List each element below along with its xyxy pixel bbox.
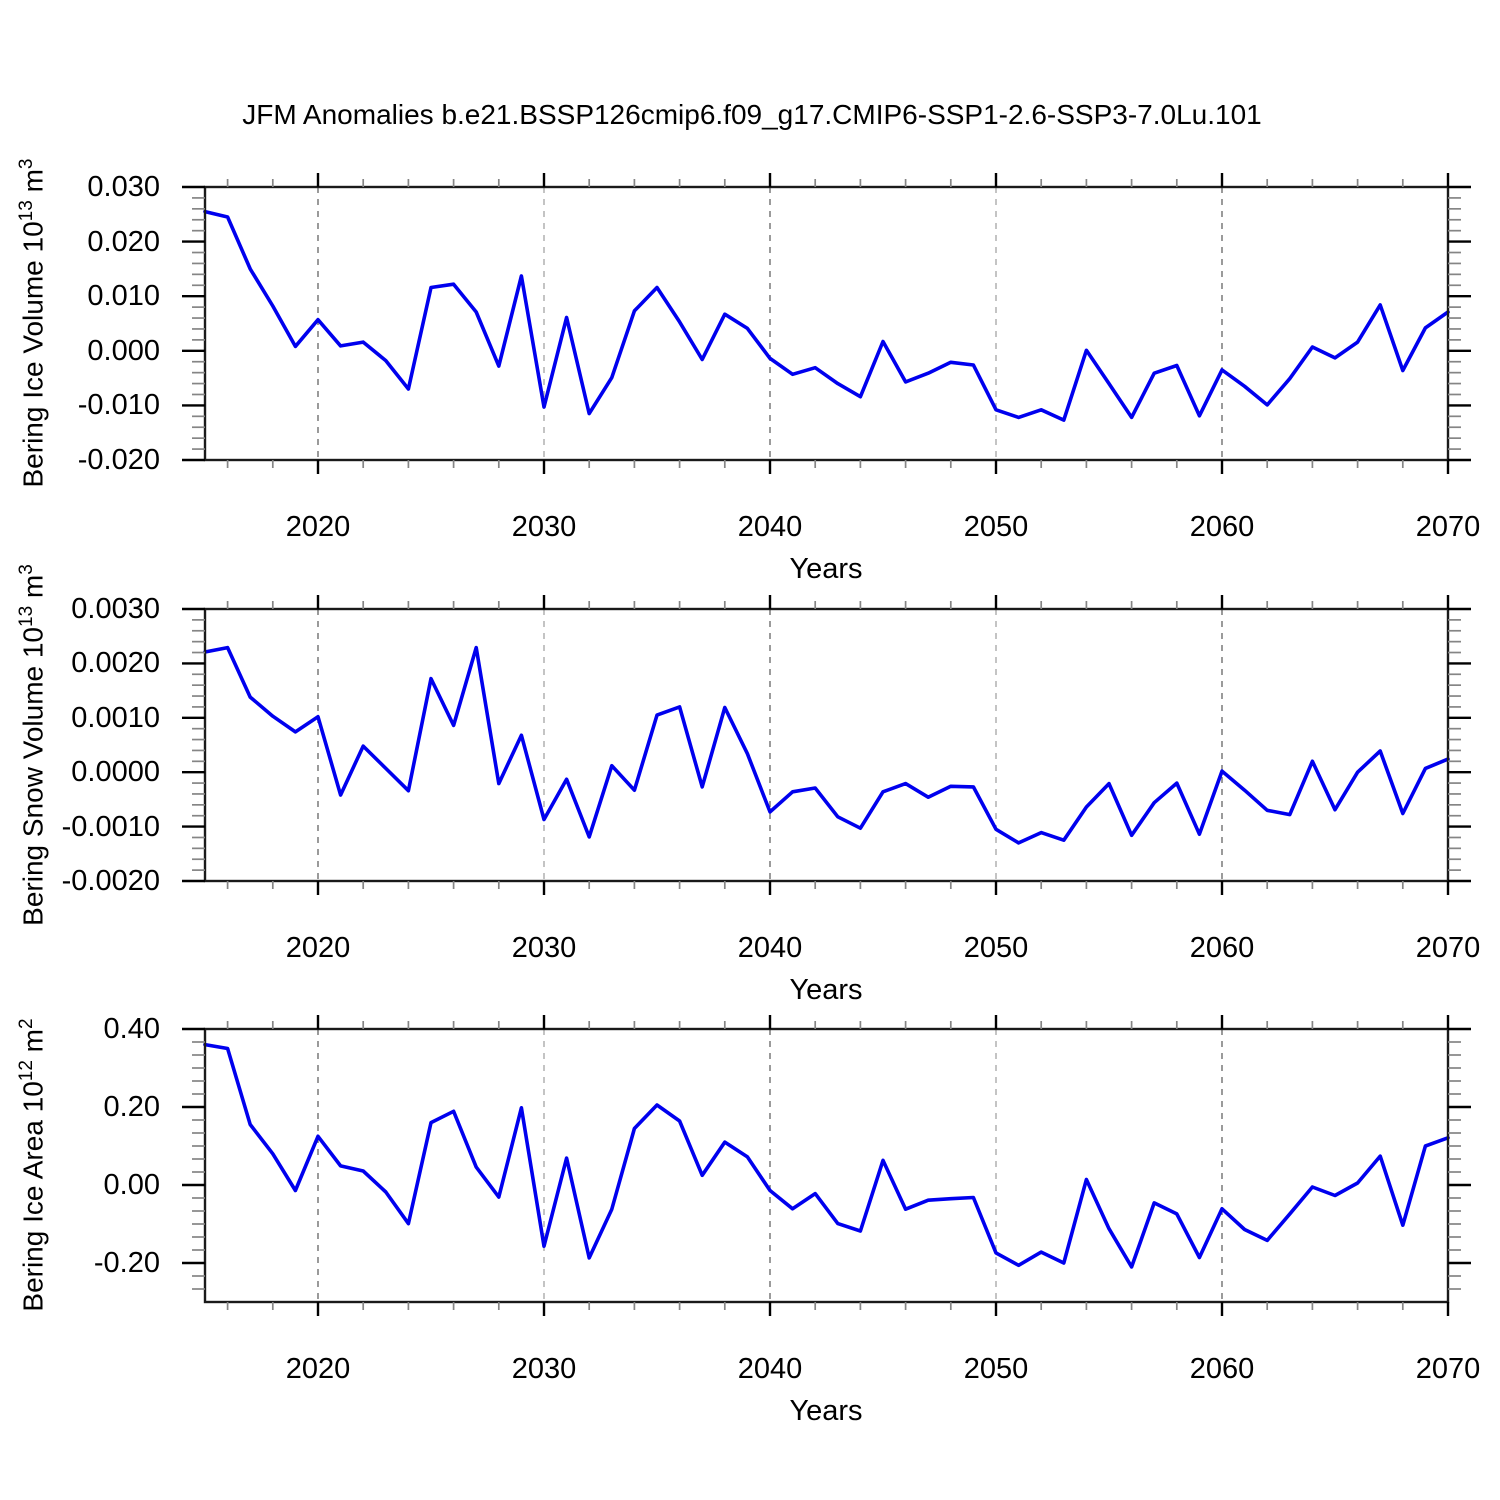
series-bering-snow-volume-anomaly	[203, 645, 1450, 845]
series-bering-ice-area-anomaly	[203, 1042, 1450, 1269]
series-bering-ice-volume-anomaly	[203, 209, 1450, 422]
